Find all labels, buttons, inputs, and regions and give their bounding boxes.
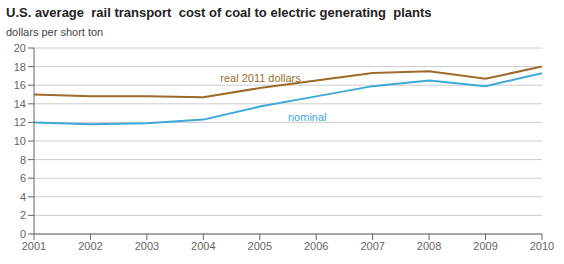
svg-text:2004: 2004 (191, 240, 215, 252)
html-text:dollars per short ton: dollars per short ton (6, 26, 104, 38)
svg-text:2001: 2001 (22, 240, 46, 252)
svg-text:2007: 2007 (360, 240, 384, 252)
svg-text:18: 18 (14, 61, 26, 73)
svg-text:2002: 2002 (78, 240, 102, 252)
svg-text:0: 0 (20, 228, 26, 240)
svg-text:20: 20 (14, 42, 26, 54)
svg-text:2: 2 (20, 209, 26, 221)
svg-text:4: 4 (20, 191, 26, 203)
svg-text:8: 8 (20, 154, 26, 166)
svg-text:nominal: nominal (288, 111, 327, 123)
svg-text:2003: 2003 (135, 240, 159, 252)
svg-text:6: 6 (20, 172, 26, 184)
svg-text:real 2011 dollars: real 2011 dollars (220, 72, 301, 84)
html-text:U.S. average rail transport co: U.S. average rail transport cost of coal… (6, 5, 432, 20)
svg-text:2010: 2010 (530, 240, 554, 252)
svg-text:10: 10 (14, 135, 26, 147)
svg-text:14: 14 (14, 98, 26, 110)
svg-text:2009: 2009 (473, 240, 497, 252)
svg-text:2006: 2006 (304, 240, 328, 252)
svg-text:2005: 2005 (248, 240, 272, 252)
svg-text:12: 12 (14, 116, 26, 128)
svg-text:16: 16 (14, 79, 26, 91)
svg-text:2008: 2008 (417, 240, 441, 252)
